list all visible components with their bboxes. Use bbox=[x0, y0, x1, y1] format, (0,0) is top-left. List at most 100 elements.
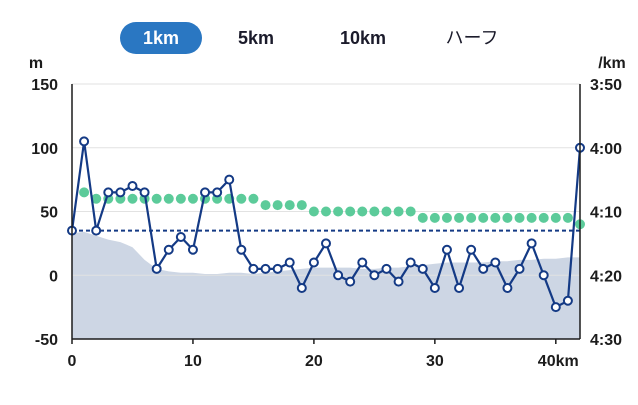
left-tick-label: 150 bbox=[31, 77, 58, 94]
tab-10km[interactable]: 10km bbox=[339, 28, 387, 48]
average-pace-dot bbox=[405, 206, 416, 217]
average-pace-dot bbox=[466, 212, 477, 223]
pace-point bbox=[550, 302, 561, 313]
pace-point bbox=[369, 270, 380, 281]
average-pace-dot bbox=[272, 200, 283, 211]
pace-point bbox=[163, 244, 174, 255]
average-pace-dot bbox=[514, 212, 525, 223]
average-pace-dot bbox=[321, 206, 331, 217]
pace-point bbox=[139, 187, 150, 198]
pace-point bbox=[502, 283, 513, 293]
pace-point bbox=[224, 174, 235, 185]
average-pace-dot bbox=[526, 212, 537, 223]
pace-point bbox=[562, 295, 573, 306]
x-tick-label: 40km bbox=[538, 353, 579, 370]
pace-point bbox=[308, 257, 319, 268]
pace-point bbox=[429, 283, 440, 293]
x-tick-label: 10 bbox=[184, 353, 202, 370]
right-tick-label: 4:00 bbox=[590, 141, 622, 158]
average-pace-dot bbox=[248, 193, 259, 204]
pace-point bbox=[296, 283, 307, 293]
pace-point bbox=[260, 263, 271, 274]
average-pace-dot bbox=[151, 193, 162, 204]
pace-point bbox=[127, 181, 138, 191]
average-pace-dot bbox=[550, 212, 561, 223]
left-tick-label: 50 bbox=[40, 205, 58, 222]
left-tick-label: 100 bbox=[31, 141, 58, 158]
pace-point bbox=[381, 263, 392, 274]
average-pace-dot bbox=[538, 212, 549, 223]
average-pace-dot bbox=[393, 206, 404, 217]
average-pace-dot bbox=[562, 212, 573, 223]
average-pace-dot bbox=[79, 187, 90, 198]
right-tick-label: 4:10 bbox=[590, 205, 622, 222]
pace-point bbox=[175, 232, 186, 242]
x-tick-label: 0 bbox=[68, 353, 77, 370]
average-pace-dot bbox=[236, 193, 247, 204]
average-pace-dot bbox=[441, 212, 452, 223]
average-pace-dot bbox=[127, 193, 138, 204]
average-pace-dot bbox=[369, 206, 380, 217]
pace-point bbox=[357, 257, 368, 268]
pace-point bbox=[490, 257, 501, 268]
pace-point bbox=[212, 187, 223, 198]
pace-point bbox=[248, 263, 259, 274]
pace-point bbox=[393, 276, 404, 287]
average-pace-dot bbox=[417, 212, 428, 223]
right-tick-label: 4:30 bbox=[590, 332, 622, 349]
average-pace-dot bbox=[490, 212, 501, 223]
average-pace-dot bbox=[284, 200, 295, 211]
average-pace-dot bbox=[345, 206, 356, 217]
average-pace-dot bbox=[91, 193, 102, 204]
pace-point bbox=[187, 244, 198, 255]
average-pace-dot bbox=[478, 212, 489, 223]
average-pace-dot bbox=[296, 200, 307, 211]
tab-half[interactable]: ハーフ bbox=[445, 28, 499, 48]
left-axis-unit: m bbox=[29, 55, 43, 72]
pace-point bbox=[236, 244, 247, 255]
tab-5km[interactable]: 5km bbox=[237, 28, 275, 48]
pace-point bbox=[514, 263, 525, 274]
pace-point bbox=[284, 257, 295, 268]
pace-point bbox=[115, 187, 126, 198]
pace-point bbox=[441, 244, 452, 255]
left-tick-label: -50 bbox=[35, 332, 58, 349]
pace-point bbox=[103, 187, 114, 198]
average-pace-dot bbox=[454, 212, 465, 223]
pace-point bbox=[454, 283, 465, 293]
pace-point bbox=[538, 270, 549, 281]
pace-point bbox=[526, 238, 537, 249]
average-pace-dot bbox=[357, 206, 368, 217]
average-pace-dot bbox=[308, 206, 319, 217]
average-pace-dot bbox=[260, 200, 271, 211]
pace-point bbox=[151, 263, 162, 274]
tab-1km[interactable]: 1km bbox=[120, 22, 202, 54]
pace-point bbox=[79, 136, 90, 147]
x-tick-label: 30 bbox=[426, 353, 444, 370]
pace-point bbox=[345, 276, 356, 287]
pace-point bbox=[333, 270, 344, 281]
right-tick-label: 3:50 bbox=[590, 77, 622, 94]
pace-point bbox=[91, 225, 102, 236]
pace-point bbox=[417, 263, 428, 274]
right-axis-unit: /km bbox=[598, 55, 626, 72]
average-pace-dot bbox=[429, 212, 440, 223]
average-pace-dot bbox=[175, 193, 186, 204]
x-tick-label: 20 bbox=[305, 353, 323, 370]
pace-point bbox=[405, 257, 416, 268]
pace-point bbox=[466, 244, 477, 255]
elevation-area bbox=[72, 231, 580, 339]
average-pace-dot bbox=[381, 206, 392, 217]
pace-point bbox=[200, 187, 211, 198]
average-pace-dot bbox=[333, 206, 344, 217]
pace-point bbox=[321, 238, 331, 249]
left-tick-label: 0 bbox=[49, 268, 58, 285]
average-pace-dot bbox=[502, 212, 513, 223]
distance-tabs: 1km 5km 10km ハーフ bbox=[0, 18, 638, 58]
average-pace-dot bbox=[163, 193, 174, 204]
right-tick-label: 4:20 bbox=[590, 268, 622, 285]
pace-point bbox=[478, 263, 489, 274]
pace-point bbox=[272, 263, 283, 274]
